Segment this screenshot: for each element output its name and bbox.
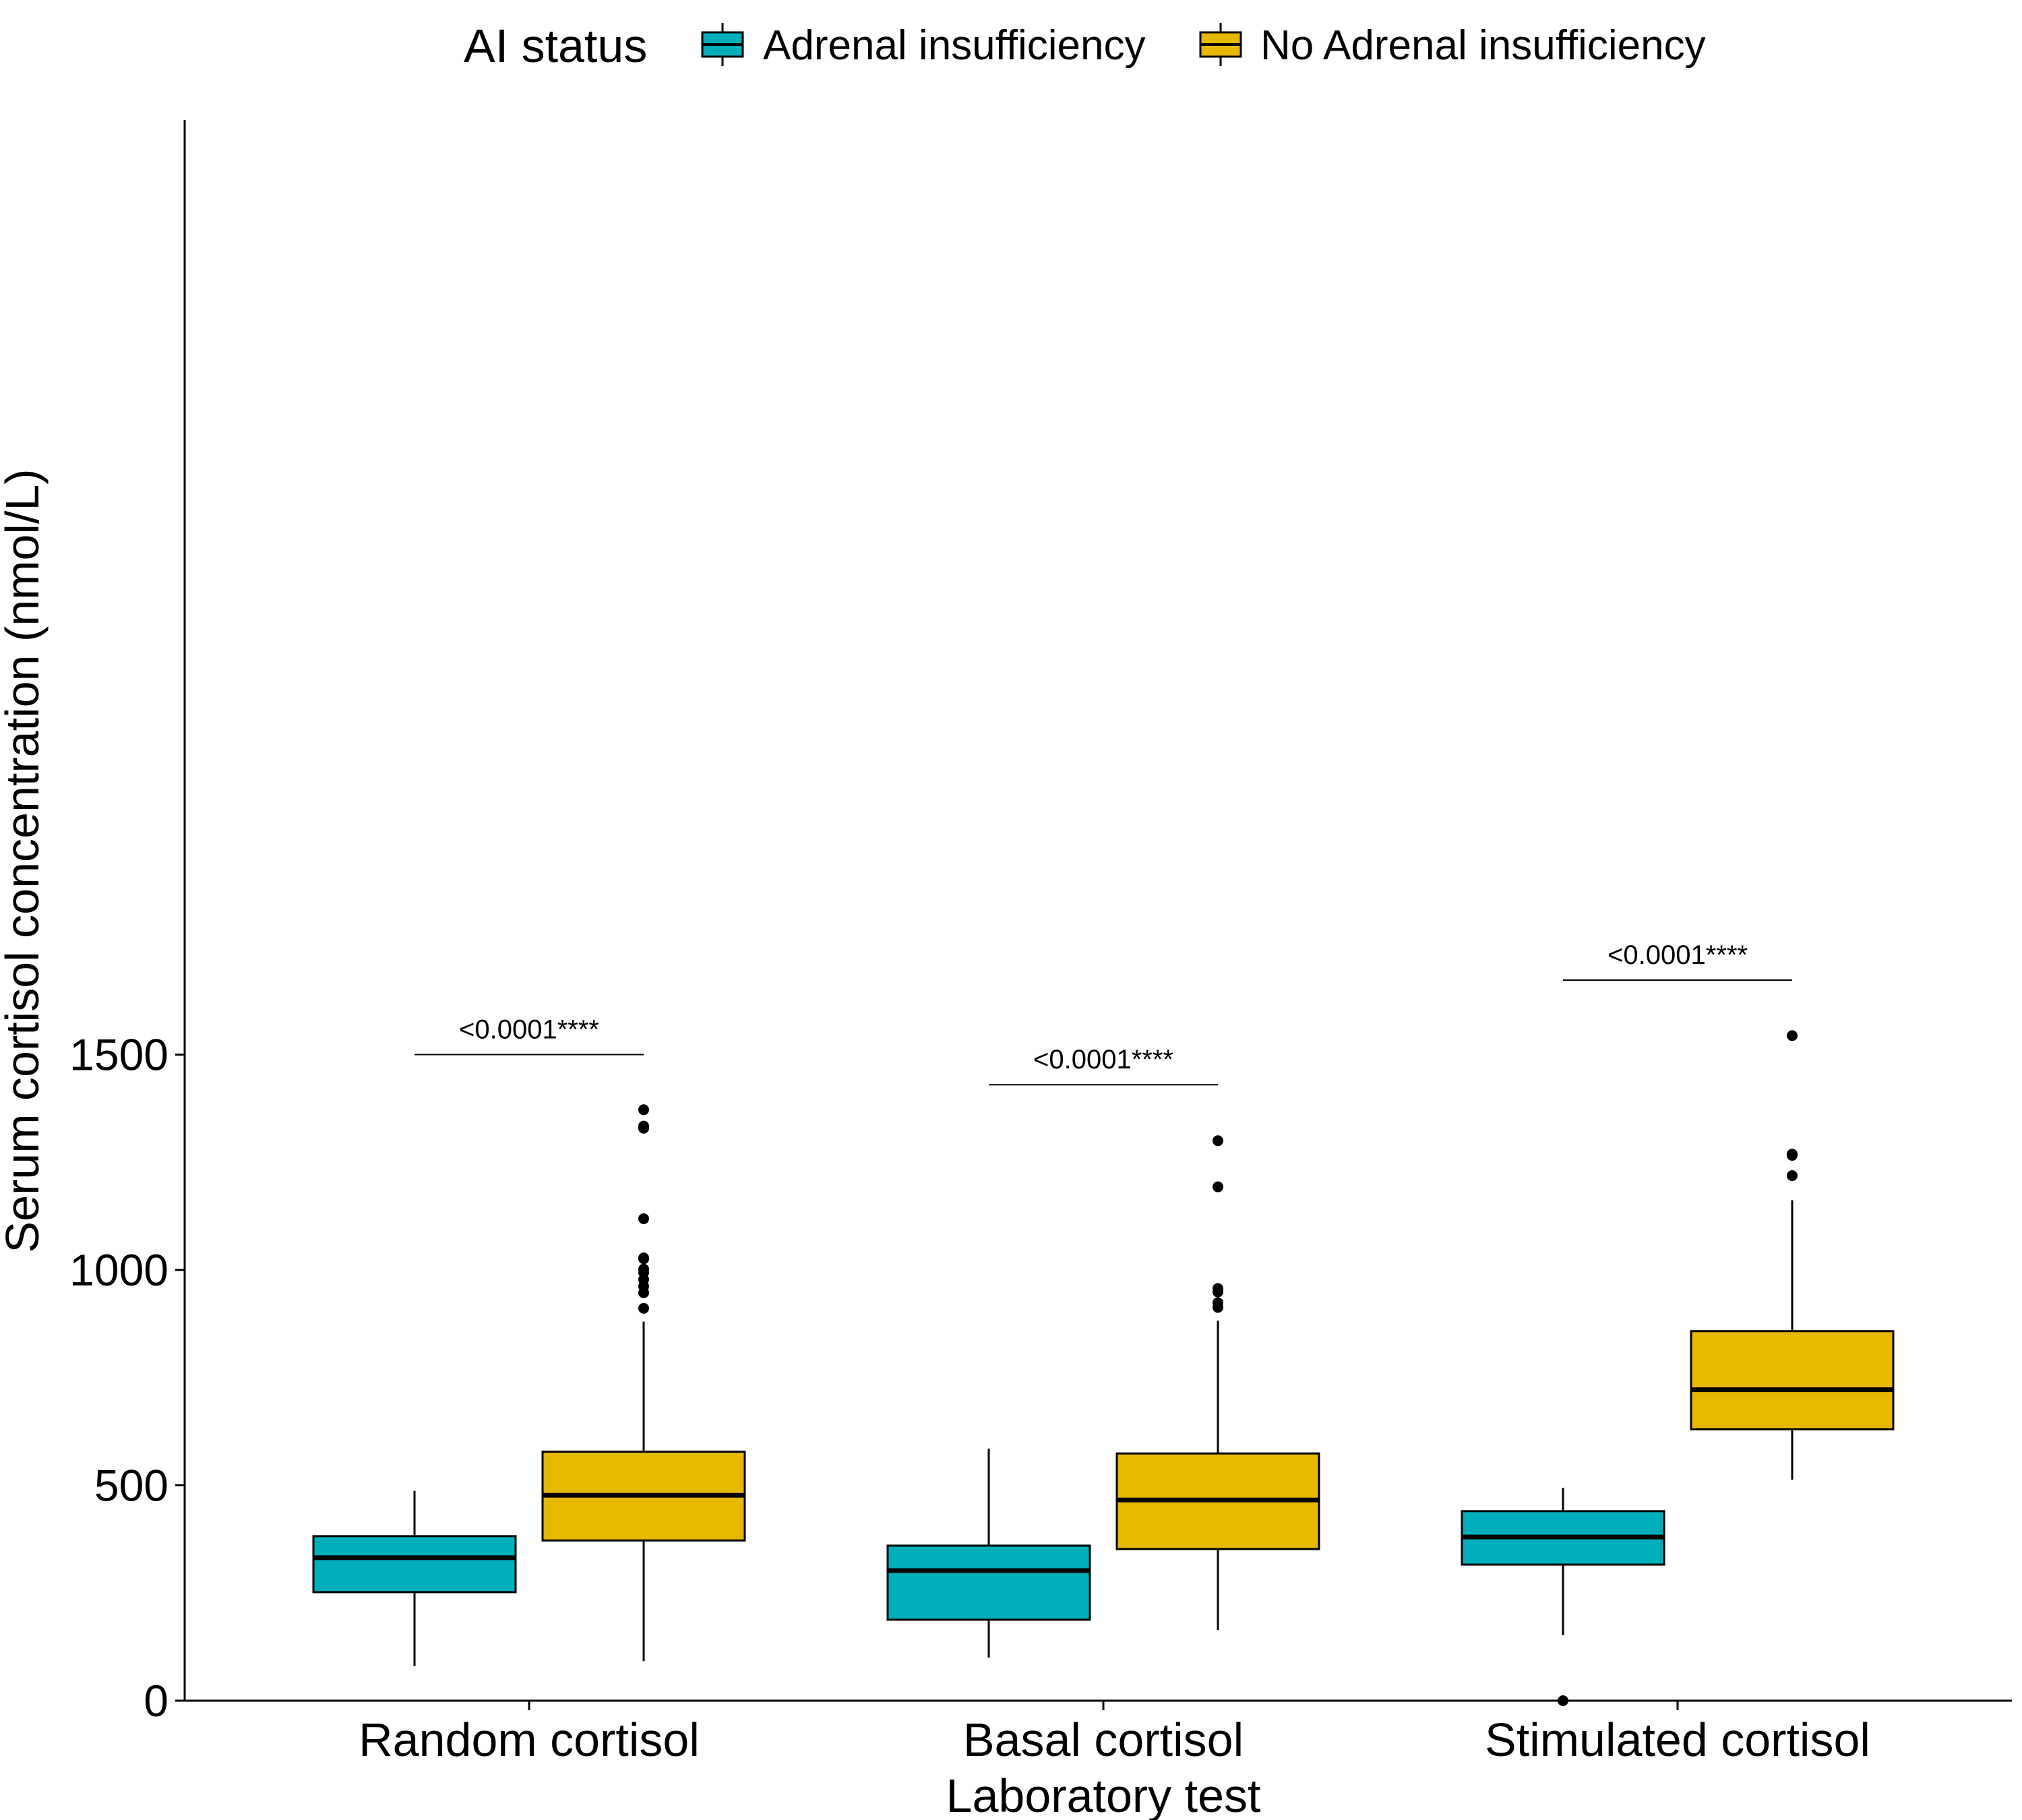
legend-title: AI status [464,20,647,72]
x-tick-label: Basal cortisol [963,1713,1244,1766]
x-tick-label: Random cortisol [359,1713,700,1766]
x-tick-label: Stimulated cortisol [1485,1713,1870,1766]
significance-label: <0.0001**** [1607,940,1748,970]
outlier-point [1787,1149,1798,1160]
y-tick-label: 1000 [69,1245,168,1295]
legend-item: Adrenal insufficiency [701,22,1146,69]
box-iqr [886,1544,1091,1621]
y-tick-label: 1500 [69,1030,168,1080]
outlier-point [638,1263,649,1275]
legend-item: No Adrenal insufficiency [1199,22,1706,69]
box-ai-0 [312,1490,517,1666]
significance-label: <0.0001**** [1033,1045,1173,1074]
box-no-ai-0 [541,1104,746,1662]
plot-area: 0 500 1000 1500 Random cortisol Basal cortiso… [69,120,2012,1766]
outlier-point [1213,1283,1223,1294]
outlier-point [1787,1170,1798,1182]
legend-label: Adrenal insufficiency [763,22,1146,69]
box-iqr [1690,1330,1895,1430]
box-no-ai-2 [1690,1030,1895,1480]
outlier-point [1558,1695,1568,1706]
box-iqr [312,1535,517,1594]
outlier-point [638,1120,649,1132]
outlier-point [638,1213,649,1224]
box-no-ai-1 [1115,1135,1320,1631]
box-ai-1 [886,1449,1091,1658]
outlier-point [638,1302,649,1314]
outlier-point [1213,1297,1223,1308]
legend-label: No Adrenal insufficiency [1260,22,1706,69]
y-axis-title: Serum cortisol concentration (nmol/L) [0,468,49,1252]
y-tick-label: 500 [94,1461,168,1511]
significance-label: <0.0001**** [459,1015,599,1045]
x-axis-title: Laboratory test [946,1769,1261,1820]
box-ai-2 [1461,1488,1665,1706]
outlier-point [1213,1181,1223,1192]
outlier-point [638,1104,649,1116]
y-tick-label: 0 [144,1676,168,1726]
outlier-point [1213,1135,1223,1147]
outlier-point [1787,1030,1798,1041]
legend: AI status Adrenal insufficiency No Adrena… [464,20,1706,72]
outlier-point [638,1252,649,1264]
legend-items: Adrenal insufficiency No Adrenal insuffic… [701,22,1706,69]
